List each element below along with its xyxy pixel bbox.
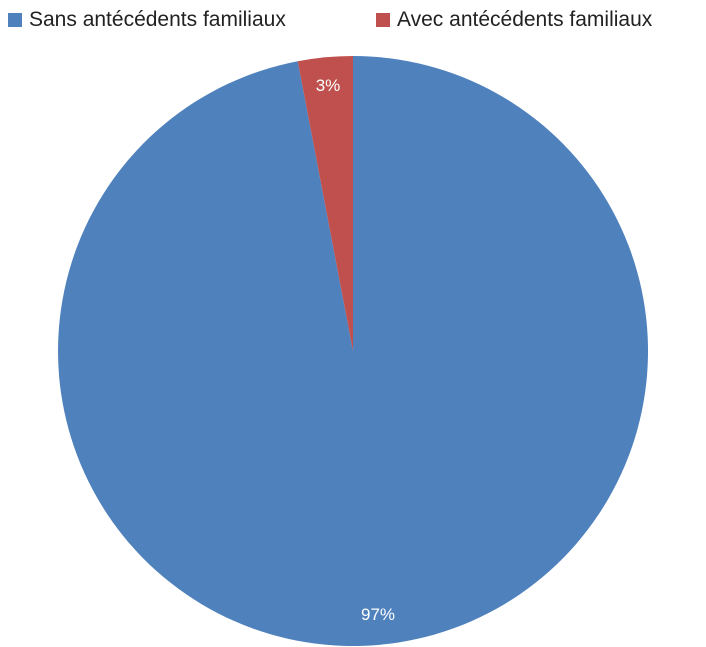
pie-slice-avec-antecedents [297, 56, 353, 351]
legend-item-sans-antecedents: Sans antécédents familiaux [8, 6, 286, 34]
legend-item-avec-antecedents: Avec antécédents familiaux [376, 6, 652, 34]
pie-data-label-sans-antecedents: 97% [361, 605, 395, 624]
pie-data-label-avec-antecedents: 3% [316, 76, 341, 95]
legend-swatch-sans-antecedents [8, 13, 22, 27]
pie-slices [58, 56, 649, 646]
legend-swatch-avec-antecedents [376, 13, 390, 27]
pie-data-labels: 97% 3% [316, 76, 395, 624]
pie-slice-sans-antecedents [58, 56, 649, 646]
legend-label-sans-antecedents: Sans antécédents familiaux [29, 8, 286, 31]
chart-legend: Sans antécédents familiaux Avec antécéde… [0, 0, 706, 40]
legend-label-avec-antecedents: Avec antécédents familiaux [397, 8, 653, 31]
